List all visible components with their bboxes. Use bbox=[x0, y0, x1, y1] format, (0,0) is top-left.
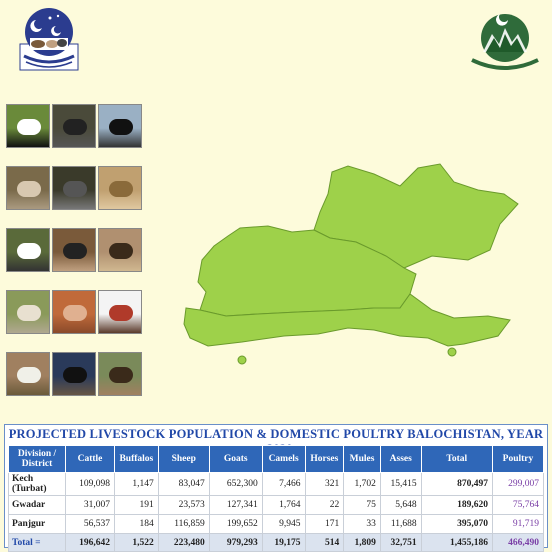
column-header: Mules bbox=[343, 445, 381, 473]
buffalo-photo-2 bbox=[98, 104, 142, 148]
table-header-row: Division / District Cattle Buffalos Sheep Go… bbox=[7, 445, 545, 473]
table-cell: 870,497 bbox=[420, 472, 493, 496]
table-cell: 199,652 bbox=[208, 514, 263, 534]
goat-photo-2 bbox=[6, 228, 50, 272]
sheep-photo-1 bbox=[6, 166, 50, 210]
buffalo-photo-1 bbox=[52, 104, 96, 148]
table-cell: 19,175 bbox=[261, 533, 306, 552]
table-cell: 395,070 bbox=[420, 514, 493, 534]
table-cell: 191 bbox=[113, 495, 159, 515]
table-cell: 466,490 bbox=[491, 533, 545, 552]
table-row: Gwadar 31,007 191 23,573 127,341 1,764 22 75 5,6… bbox=[7, 495, 545, 515]
sheep-photo-2 bbox=[6, 290, 50, 334]
table-row: Panjgur 56,537 184 116,859 199,652 9,945 171 33… bbox=[7, 514, 545, 534]
table-cell: 32,751 bbox=[379, 533, 422, 552]
table-cell: 189,620 bbox=[420, 495, 493, 515]
table-cell: 127,341 bbox=[208, 495, 263, 515]
table-cell: 1,147 bbox=[113, 472, 159, 496]
table-cell: 109,098 bbox=[65, 472, 115, 496]
livestock-population-table: Division / District Cattle Buffalos Sheep Go… bbox=[7, 445, 545, 552]
table-cell: 514 bbox=[304, 533, 345, 552]
table-cell: 75,764 bbox=[491, 495, 545, 515]
table-cell: 7,466 bbox=[261, 472, 306, 496]
horse-photo-2 bbox=[52, 352, 96, 396]
district-name: Panjgur bbox=[7, 514, 67, 534]
column-header: Total bbox=[420, 445, 493, 473]
table-cell: 116,859 bbox=[157, 514, 210, 534]
table-total-row: Total = 196,642 1,522 223,480 979,293 19,175 5… bbox=[7, 533, 545, 552]
map-region-gwadar bbox=[183, 293, 511, 347]
livestock-population-table-panel: PROJECTED LIVESTOCK POPULATION & DOMESTI… bbox=[4, 424, 548, 552]
camel-photo-3 bbox=[6, 352, 50, 396]
column-header: Sheep bbox=[157, 445, 210, 473]
table-cell: 299,007 bbox=[491, 472, 545, 496]
sheep-photo-3 bbox=[52, 290, 96, 334]
column-header: Camels bbox=[261, 445, 306, 473]
table-cell: 15,415 bbox=[379, 472, 422, 496]
table-cell: 22 bbox=[304, 495, 345, 515]
table-cell: 979,293 bbox=[208, 533, 263, 552]
donkey-photo-1 bbox=[98, 352, 142, 396]
photo-row bbox=[6, 228, 142, 272]
table-cell: 33 bbox=[343, 514, 381, 534]
photo-row bbox=[6, 352, 142, 396]
table-cell: 321 bbox=[304, 472, 345, 496]
district-name: Kech (Turbat) bbox=[7, 472, 67, 496]
table-cell: 23,573 bbox=[157, 495, 210, 515]
column-header: Horses bbox=[304, 445, 345, 473]
goat-photo-1 bbox=[52, 166, 96, 210]
column-header: Buffalos bbox=[113, 445, 159, 473]
cattle-photo-1 bbox=[6, 104, 50, 148]
table-cell: 1,764 bbox=[261, 495, 306, 515]
table-cell: 1,455,186 bbox=[420, 533, 493, 552]
table-cell: 652,300 bbox=[208, 472, 263, 496]
camel-photo-1 bbox=[98, 166, 142, 210]
table-cell: 56,537 bbox=[65, 514, 115, 534]
district-name: Gwadar bbox=[7, 495, 67, 515]
table-cell: 184 bbox=[113, 514, 159, 534]
table-cell: 91,719 bbox=[491, 514, 545, 534]
table-cell: 5,648 bbox=[379, 495, 422, 515]
column-header: Poultry bbox=[491, 445, 545, 473]
camel-photo-2 bbox=[98, 228, 142, 272]
table-cell: 75 bbox=[343, 495, 381, 515]
balochistan-division-map bbox=[183, 163, 519, 365]
mountain-crescent-emblem-icon bbox=[471, 14, 539, 70]
table-cell: 83,047 bbox=[157, 472, 210, 496]
table-cell: 223,480 bbox=[157, 533, 210, 552]
table-cell: 11,688 bbox=[379, 514, 422, 534]
photo-row bbox=[6, 104, 142, 148]
livestock-department-emblem-icon bbox=[19, 8, 79, 71]
table-row: Kech (Turbat) 109,098 1,147 83,047 652,300 7,… bbox=[7, 472, 545, 496]
table-cell: 1,522 bbox=[113, 533, 159, 552]
column-header: Cattle bbox=[65, 445, 115, 473]
table-cell: 1,809 bbox=[343, 533, 381, 552]
poultry-photo-1 bbox=[98, 290, 142, 334]
table-cell: 171 bbox=[304, 514, 345, 534]
table-cell: 31,007 bbox=[65, 495, 115, 515]
column-header: Goats bbox=[208, 445, 263, 473]
table-cell: 196,642 bbox=[65, 533, 115, 552]
column-header: Asses bbox=[379, 445, 422, 473]
column-header: Division / District bbox=[7, 445, 67, 473]
table-cell: 1,702 bbox=[343, 472, 381, 496]
district-name: Total = bbox=[7, 533, 67, 552]
photo-row bbox=[6, 166, 142, 210]
table-cell: 9,945 bbox=[261, 514, 306, 534]
photo-row bbox=[6, 290, 142, 334]
horse-photo-1 bbox=[52, 228, 96, 272]
